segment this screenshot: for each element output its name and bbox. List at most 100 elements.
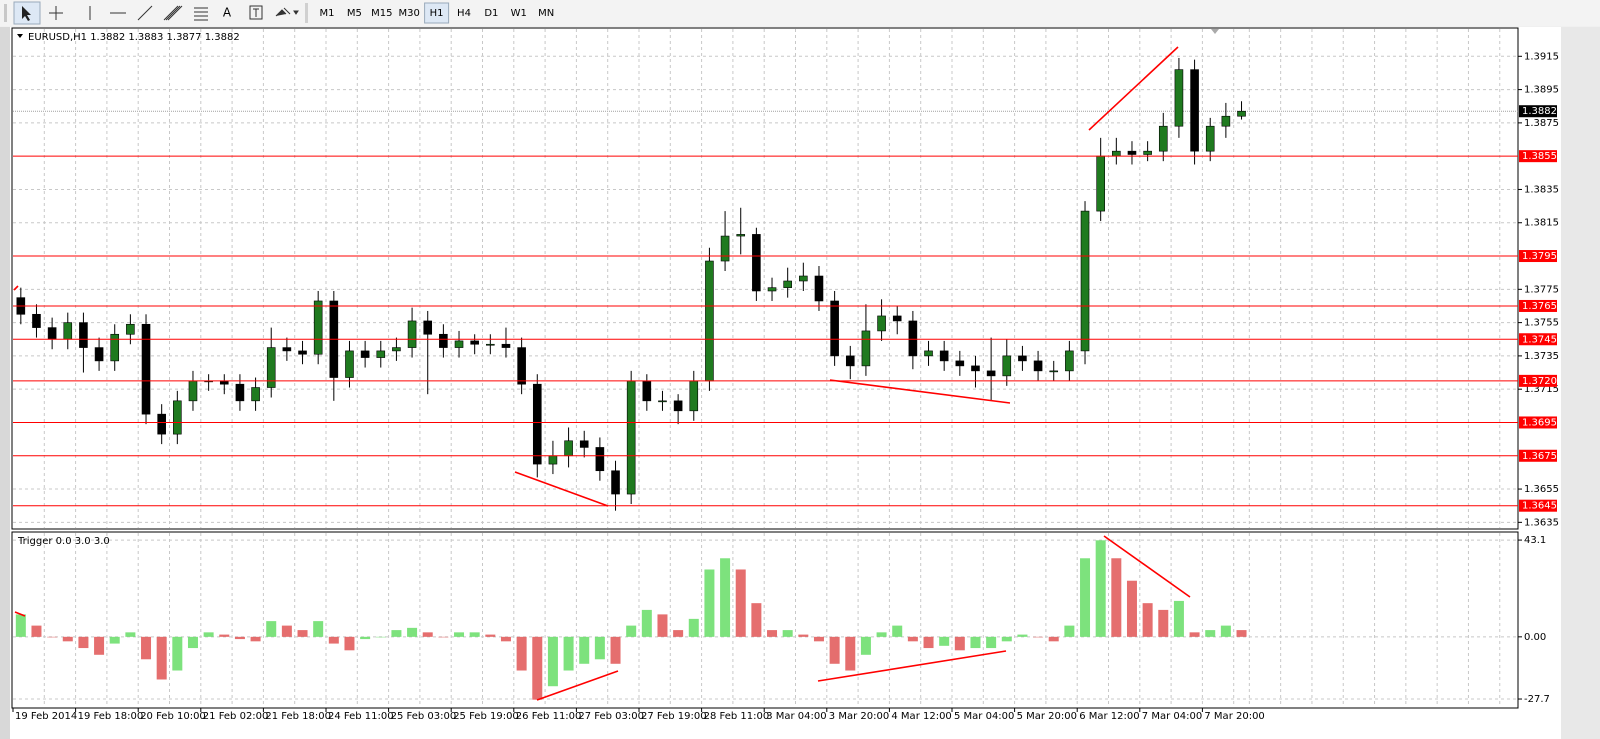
candle-body — [626, 380, 636, 495]
histogram-bar — [610, 636, 621, 664]
chart-title: EURUSD,H1 1.3882 1.3883 1.3877 1.3882 — [28, 32, 240, 43]
x-tick-label: 27 Feb 03:00 — [578, 711, 644, 722]
histogram-bar — [187, 636, 198, 649]
fibo-icon[interactable] — [194, 7, 208, 21]
level-label: 1.3765 — [1522, 301, 1557, 312]
timeframe-button[interactable]: H1 — [430, 8, 444, 19]
histogram-bar — [156, 636, 167, 680]
histogram-bar — [313, 621, 324, 637]
candle-body — [986, 370, 996, 377]
timeframe-button[interactable]: H4 — [457, 8, 471, 19]
label-tool[interactable] — [249, 5, 263, 20]
trend-line[interactable] — [817, 650, 1007, 682]
histogram-bar — [1017, 634, 1028, 637]
histogram-bar — [438, 636, 449, 638]
histogram-bar — [422, 632, 433, 637]
candle-body — [924, 350, 933, 357]
histogram-bar — [767, 630, 778, 637]
channel-icon[interactable] — [163, 5, 183, 21]
level-label-bg — [1519, 374, 1557, 387]
candle-body — [1127, 150, 1137, 155]
y-tick-label: 43.1 — [1524, 535, 1546, 546]
text-tool[interactable]: A — [223, 6, 232, 20]
histogram-bar — [1142, 603, 1153, 637]
candle-body — [783, 280, 792, 288]
candle-body — [47, 327, 57, 340]
trend-line[interactable] — [1103, 535, 1191, 598]
candle-body — [454, 340, 464, 348]
timeframe-button[interactable]: M1 — [320, 8, 335, 19]
trend-line[interactable] — [829, 379, 1011, 404]
trend-line[interactable] — [13, 285, 19, 291]
cursor-icon — [22, 6, 31, 21]
last-price-bg — [1519, 105, 1557, 118]
trend-line[interactable] — [14, 611, 26, 617]
y-tick-label: 0.00 — [1524, 632, 1546, 643]
last-price-label: 1.3882 — [1522, 106, 1557, 117]
trend-line[interactable] — [536, 670, 619, 701]
candle-body — [1143, 150, 1152, 155]
timeframe-button[interactable]: MN — [538, 8, 554, 19]
histogram-bar — [876, 632, 887, 637]
x-tick-label: 21 Feb 02:00 — [203, 711, 269, 722]
histogram-bar — [532, 636, 543, 700]
histogram-bar — [1189, 632, 1200, 637]
candle-body — [63, 322, 73, 340]
timeframe-button[interactable]: M5 — [347, 8, 362, 19]
toolbar: A M1 M5 M15 M30 H1 H4 D1 W1 MN — [0, 0, 1600, 26]
trend-line[interactable] — [1088, 46, 1179, 131]
x-tick-label: 3 Mar 20:00 — [829, 711, 889, 722]
x-tick-label: 5 Mar 20:00 — [1017, 711, 1077, 722]
trend-line[interactable] — [514, 471, 609, 507]
candle-body — [799, 275, 808, 282]
histogram-bar — [939, 636, 950, 646]
histogram-bar — [594, 636, 605, 660]
y-tick-label: 1.3655 — [1524, 484, 1559, 495]
histogram-bar — [454, 632, 465, 637]
candle-body — [94, 347, 104, 362]
candle-body — [345, 350, 354, 378]
x-tick-label: 20 Feb 10:00 — [140, 711, 206, 722]
y-tick-label: 1.3635 — [1524, 517, 1559, 528]
candle-body — [298, 350, 307, 355]
histogram-bar — [735, 569, 746, 637]
candle-body — [595, 447, 605, 472]
shift-marker[interactable] — [1211, 29, 1219, 34]
histogram-bar — [641, 609, 652, 637]
arrows-tool[interactable] — [275, 7, 299, 17]
histogram-bar — [547, 636, 558, 687]
candle-body — [1002, 355, 1012, 377]
timeframe-button[interactable]: W1 — [511, 8, 527, 19]
x-tick-label: 24 Feb 11:00 — [328, 711, 394, 722]
histogram-bar — [344, 636, 355, 651]
level-label-bg — [1519, 299, 1557, 312]
candle-body — [845, 355, 855, 367]
candle-body — [110, 333, 120, 362]
candle-body — [470, 340, 479, 345]
y-tick-label: 1.3775 — [1524, 284, 1559, 295]
timeframe-button[interactable]: D1 — [484, 8, 498, 19]
symbol-menu[interactable] — [17, 34, 23, 38]
level-label: 1.3855 — [1522, 151, 1557, 162]
candle-body — [313, 300, 323, 355]
x-tick-label: 28 Feb 11:00 — [704, 711, 770, 722]
candle-body — [1018, 355, 1027, 362]
histogram-bar — [657, 614, 668, 637]
level-label-bg — [1519, 449, 1557, 462]
x-tick-label: 5 Mar 04:00 — [954, 711, 1014, 722]
histogram-bar — [500, 636, 511, 642]
y-tick-label: 1.3915 — [1524, 51, 1559, 62]
level-label: 1.3720 — [1522, 376, 1557, 387]
crosshair-icon[interactable] — [49, 6, 63, 20]
histogram-bar — [62, 636, 73, 642]
timeframe-button[interactable]: M15 — [371, 8, 392, 19]
timeframe-button[interactable]: M30 — [399, 8, 420, 19]
trendline-icon[interactable] — [137, 5, 153, 21]
histogram-bar — [704, 569, 715, 637]
y-tick-label: 1.3835 — [1524, 184, 1559, 195]
histogram-bar — [485, 634, 496, 637]
y-tick-label: 1.3715 — [1524, 384, 1559, 395]
level-label-bg — [1519, 499, 1557, 512]
level-label-bg — [1519, 250, 1557, 263]
